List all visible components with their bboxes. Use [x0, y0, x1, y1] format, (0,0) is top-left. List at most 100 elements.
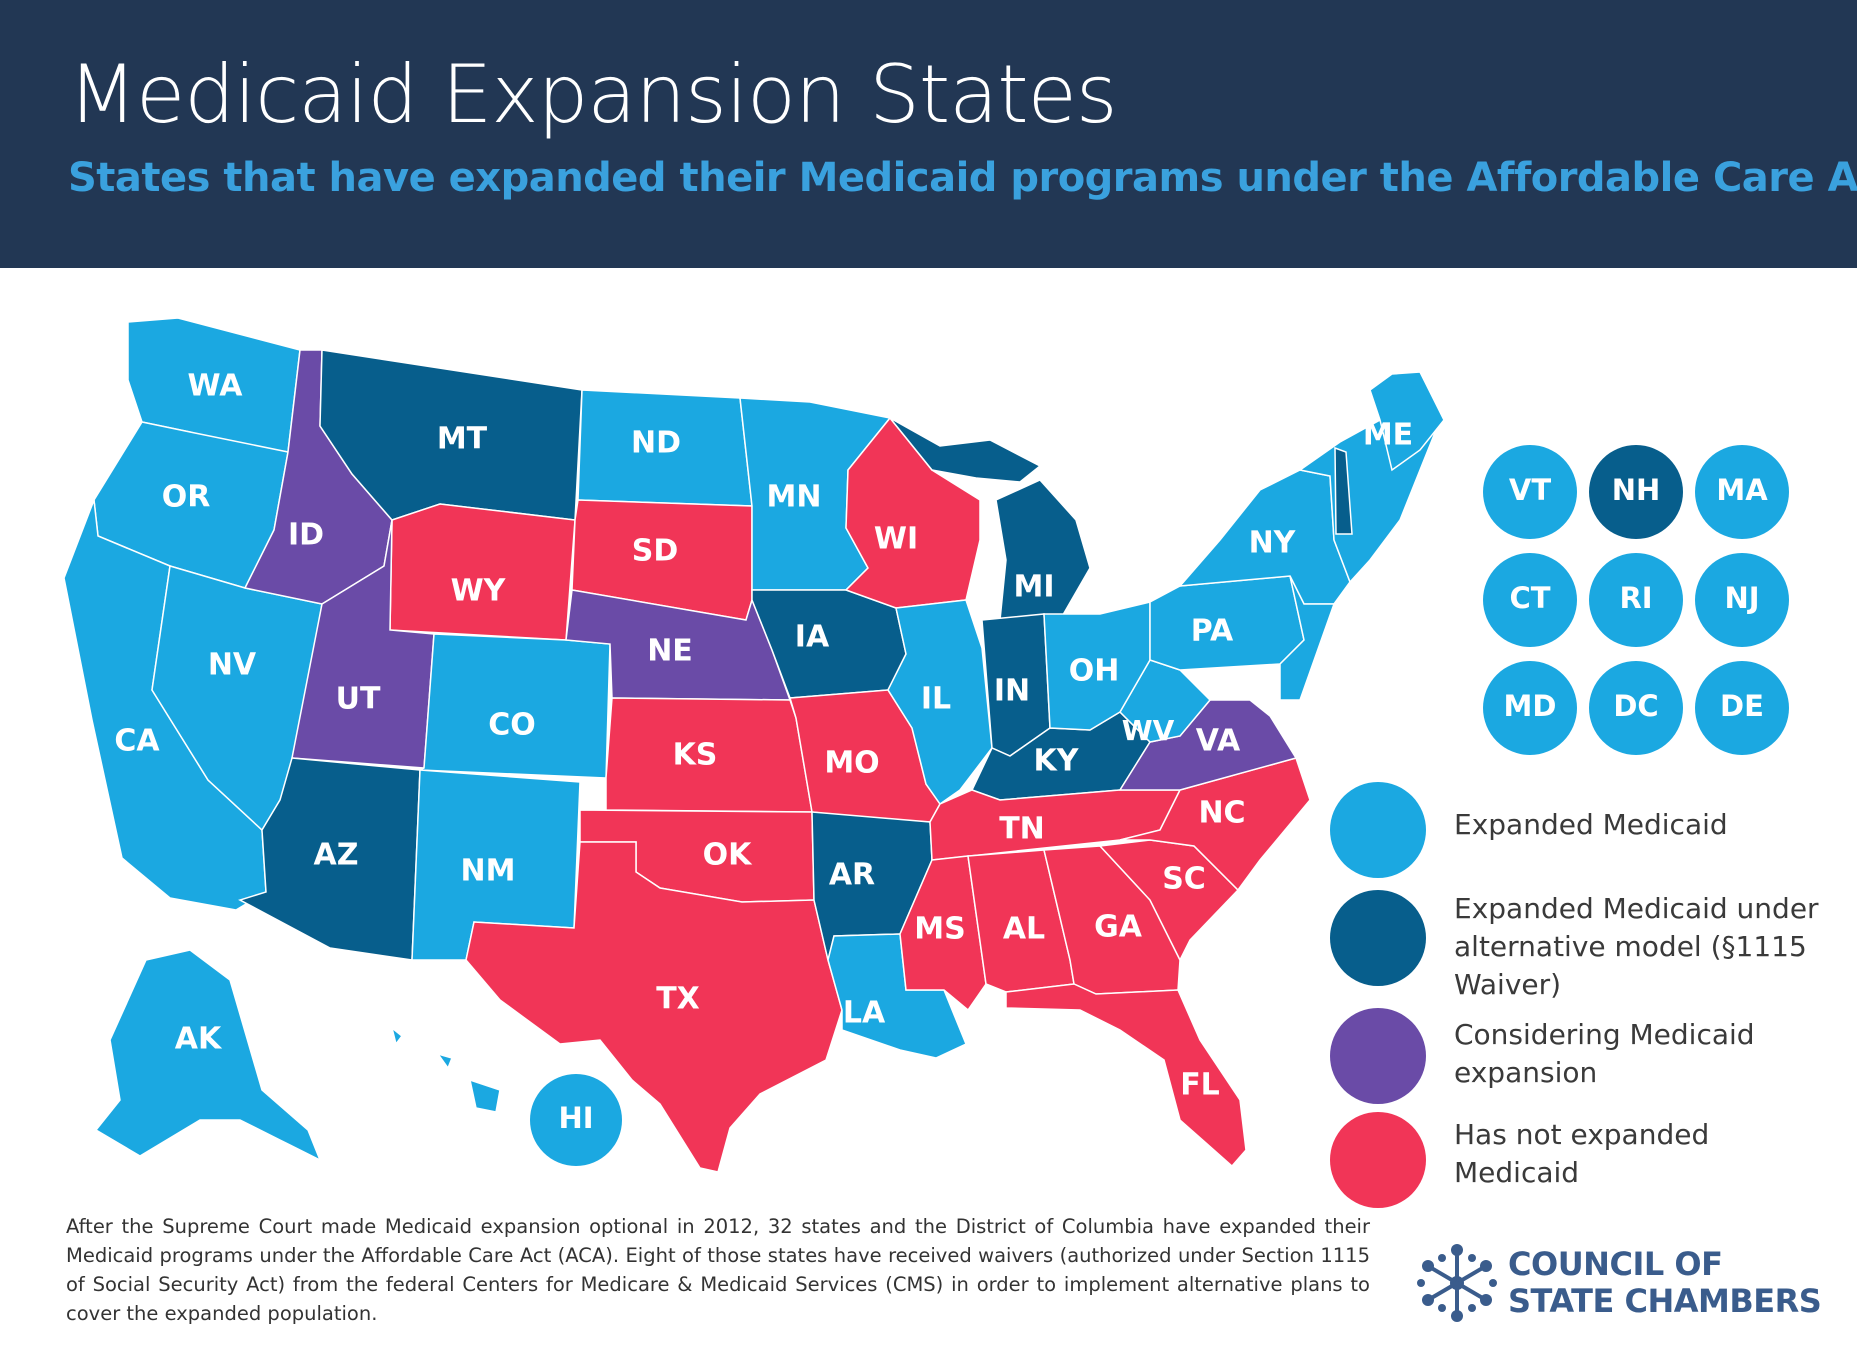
state-del — [1279, 575, 1336, 701]
state-label-mt: MT — [437, 422, 488, 457]
state-label-wy: WY — [451, 574, 507, 609]
state-label-ar: AR — [829, 858, 875, 893]
bubble-circle-de — [1695, 661, 1789, 755]
state-label-ia: IA — [795, 620, 830, 655]
state-hi2 — [436, 1052, 454, 1070]
legend-swatch-considering — [1330, 1008, 1426, 1104]
bubble-label-de: DE — [1720, 689, 1764, 723]
state-label-id: ID — [288, 518, 324, 553]
logo-text: COUNCIL OF STATE CHAMBERS — [1508, 1246, 1828, 1320]
state-labels-layer: WA OR CA NV ID MT WY UT CO AZ NM ND SD NE KS OK TX MN IA MO… — [114, 369, 1413, 1166]
bubble-ri: RI — [1589, 553, 1683, 647]
council-of-state-chambers-logo: COUNCIL OF STATE CHAMBERS — [1412, 1238, 1822, 1328]
state-label-co: CO — [488, 708, 536, 743]
page-title: Medicaid Expansion States — [68, 48, 1118, 141]
state-label-pa: PA — [1191, 614, 1234, 649]
state-label-ky: KY — [1034, 744, 1080, 779]
state-ak — [94, 949, 322, 1162]
bubble-circle-nh — [1589, 445, 1683, 539]
bubble-nj: NJ — [1695, 553, 1789, 647]
state-label-nm: NM — [461, 854, 516, 889]
state-label-wv: WV — [1122, 714, 1175, 747]
bubble-circle-ma — [1695, 445, 1789, 539]
bubble-label-nj: NJ — [1724, 581, 1759, 615]
bubble-circle-dc — [1589, 661, 1683, 755]
state-label-ny: NY — [1249, 526, 1297, 561]
bubble-label-nh: NH — [1612, 473, 1661, 507]
state-label-oh: OH — [1069, 654, 1120, 689]
state-label-wi: WI — [874, 522, 918, 557]
bubble-ma: MA — [1695, 445, 1789, 539]
bubble-nh: NH — [1589, 445, 1683, 539]
state-label-mn: MN — [767, 480, 822, 515]
legend-label-considering: Considering Medicaid expansion — [1454, 1018, 1755, 1089]
state-nc — [1119, 757, 1311, 892]
bubble-de: DE — [1695, 661, 1789, 755]
footnote: After the Supreme Court made Medicaid ex… — [66, 1215, 1370, 1325]
state-label-nv: NV — [208, 648, 257, 683]
bubble-label-dc: DC — [1613, 689, 1658, 723]
state-mi — [995, 479, 1091, 621]
bubble-circle-ri — [1589, 553, 1683, 647]
state-label-al: AL — [1003, 912, 1045, 947]
bubble-label-ma: MA — [1716, 473, 1768, 507]
bubble-vt: VT — [1483, 445, 1577, 539]
state-co — [417, 633, 611, 779]
legend-swatch-expanded — [1330, 782, 1426, 878]
legend-label-not-expanded: Has not expanded Medicaid — [1454, 1118, 1710, 1189]
bubble-label-vt: VT — [1509, 473, 1551, 507]
state-hi1 — [390, 1026, 404, 1046]
state-label-ak: AK — [175, 1022, 223, 1057]
bubble-circle-hi — [530, 1074, 622, 1166]
state-label-ca: CA — [114, 724, 160, 759]
bubble-circle-vt — [1483, 445, 1577, 539]
state-label-ks: KS — [673, 738, 718, 773]
state-me — [1369, 371, 1445, 472]
bubble-label-md: MD — [1504, 689, 1557, 723]
bubble-label-hi: HI — [558, 1101, 593, 1135]
state-tx — [465, 841, 843, 1173]
state-label-nc: NC — [1198, 796, 1245, 831]
legend-swatch-not-expanded — [1330, 1112, 1426, 1208]
state-label-nd: ND — [631, 426, 681, 461]
state-label-mo: MO — [824, 746, 879, 781]
logo-line-2: STATE CHAMBERS — [1508, 1282, 1822, 1320]
bubble-hi: HI — [530, 1074, 622, 1166]
state-label-la: LA — [843, 996, 886, 1031]
bubble-md: MD — [1483, 661, 1577, 755]
state-label-tn: TN — [999, 812, 1045, 847]
state-label-tx: TX — [656, 982, 700, 1017]
state-label-ne: NE — [647, 634, 693, 669]
bubble-circle-nj — [1695, 553, 1789, 647]
bubble-ct: CT — [1483, 553, 1577, 647]
bubble-label-ri: RI — [1619, 581, 1652, 615]
state-label-or: OR — [162, 480, 211, 515]
bubble-circle-md — [1483, 661, 1577, 755]
us-medicaid-map: WA OR CA NV ID MT WY UT CO AZ NM ND SD NE KS OK TX MN IA MO… — [63, 317, 1789, 1173]
small-states-bubbles: VT NH MA CT RI NJ MD DC DE — [1483, 445, 1789, 755]
state-label-ok: OK — [703, 838, 754, 873]
state-label-me: ME — [1363, 418, 1413, 453]
state-label-mi: MI — [1013, 570, 1054, 605]
state-label-in: IN — [994, 674, 1030, 709]
state-label-ut: UT — [336, 682, 381, 717]
state-up — [889, 417, 1042, 483]
state-label-ms: MS — [914, 912, 965, 947]
states-layer — [63, 317, 1445, 1173]
state-label-ga: GA — [1094, 910, 1143, 945]
legend-swatch-waiver — [1330, 890, 1426, 986]
state-oh — [1043, 601, 1151, 731]
state-label-sc: SC — [1162, 862, 1206, 897]
header-banner: Medicaid Expansion States States that ha… — [0, 0, 1857, 268]
bubble-dc: DC — [1589, 661, 1683, 755]
logo-line-1: COUNCIL OF — [1508, 1245, 1723, 1283]
state-wy — [389, 503, 576, 641]
state-label-il: IL — [921, 682, 951, 717]
snowflake-network-icon — [1417, 1244, 1497, 1322]
state-label-fl: FL — [1180, 1068, 1220, 1103]
state-label-az: AZ — [314, 838, 359, 873]
state-hi3 — [468, 1078, 501, 1113]
state-label-sd: SD — [632, 534, 679, 569]
state-fl — [1005, 983, 1247, 1168]
legend-label-waiver: Expanded Medicaid under alternative mode… — [1454, 892, 1819, 1001]
